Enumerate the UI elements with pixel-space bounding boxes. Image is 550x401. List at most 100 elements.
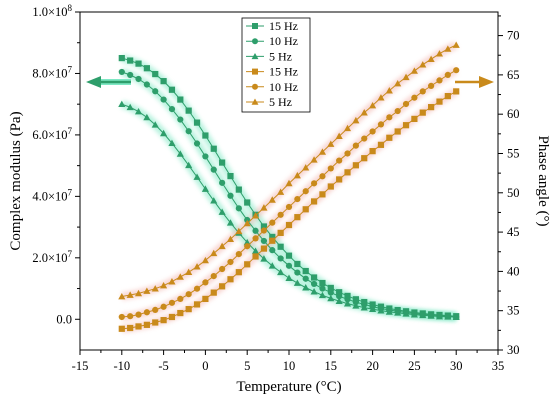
data-point (352, 298, 359, 306)
data-point (244, 243, 251, 250)
data-point (369, 101, 377, 109)
series-phase-5hz (118, 41, 460, 300)
data-point (193, 140, 201, 147)
data-point (219, 159, 226, 166)
legend-marker (252, 38, 258, 45)
data-point (360, 109, 368, 116)
legend-marker (252, 68, 258, 75)
data-point (436, 98, 443, 105)
data-point (419, 109, 426, 116)
y-left-tick-label: 2.0×107 (32, 249, 72, 265)
data-point (143, 287, 151, 294)
data-point (410, 67, 418, 74)
data-point (319, 173, 326, 180)
left-axis-arrow-head (86, 76, 101, 88)
data-point (193, 263, 201, 270)
data-point (193, 285, 201, 292)
data-point (285, 179, 293, 187)
data-point (185, 291, 192, 298)
data-point (344, 296, 351, 303)
data-point (428, 104, 435, 111)
data-point (444, 45, 452, 52)
x-tick-label: -10 (113, 359, 130, 373)
data-point (310, 280, 318, 288)
data-point (336, 176, 343, 183)
data-point (160, 317, 167, 324)
x-tick-label: 10 (283, 359, 296, 373)
legend-box (241, 17, 311, 113)
data-point (210, 273, 217, 280)
data-point (377, 307, 385, 314)
x-tick-label: 25 (408, 359, 421, 373)
data-point (143, 81, 150, 88)
data-point (310, 180, 318, 187)
legend-item: 10 Hz (246, 80, 298, 94)
data-point (168, 105, 176, 113)
data-point (327, 165, 334, 172)
x-tick-label: 30 (450, 359, 463, 373)
y-right-tick-label: 40 (507, 264, 520, 278)
x-tick-label: -5 (158, 359, 168, 373)
data-point (335, 297, 343, 304)
data-point (218, 242, 226, 250)
data-point (177, 295, 184, 303)
data-point (235, 251, 242, 258)
data-point (202, 295, 209, 303)
data-point (336, 157, 343, 164)
data-point (251, 247, 260, 254)
legend-label: 5 Hz (269, 49, 292, 63)
data-point (277, 188, 285, 195)
legend-item: 5 Hz (246, 49, 292, 63)
data-point (177, 309, 184, 317)
legend-item: 15 Hz (246, 65, 298, 79)
data-point (235, 186, 242, 193)
data-point (361, 135, 368, 142)
data-point (152, 306, 159, 314)
data-point (201, 256, 209, 264)
legend-item: 10 Hz (246, 34, 298, 48)
data-point (344, 169, 351, 176)
data-point (411, 115, 418, 123)
data-point (428, 82, 435, 89)
data-point (319, 279, 326, 287)
data-point (269, 233, 276, 241)
data-point (394, 128, 401, 135)
data-point (201, 185, 209, 192)
data-point (118, 292, 126, 300)
data-point (386, 134, 393, 141)
data-point (152, 319, 159, 326)
data-point (344, 150, 351, 157)
data-point (444, 93, 451, 100)
data-point (310, 288, 318, 295)
data-point (210, 166, 217, 173)
data-point (377, 141, 385, 148)
data-point (293, 171, 301, 179)
data-point (134, 107, 143, 115)
data-point (235, 205, 242, 212)
data-point (435, 312, 444, 320)
data-point (193, 119, 201, 126)
data-point (302, 164, 310, 171)
data-point (285, 252, 293, 259)
data-point (143, 113, 151, 121)
data-point (118, 68, 125, 76)
y-left-tick-label: 1.0×108 (32, 3, 72, 19)
data-point (419, 88, 426, 95)
data-point (335, 132, 343, 140)
data-point (377, 94, 385, 101)
data-point (369, 128, 376, 135)
data-point (210, 249, 218, 257)
data-point (202, 153, 209, 160)
data-point (252, 235, 259, 242)
data-point (210, 197, 218, 204)
data-point (227, 192, 234, 199)
data-point (243, 219, 251, 227)
data-point (402, 73, 410, 81)
legend-label: 10 Hz (269, 34, 298, 48)
data-point (127, 71, 134, 79)
y-right-tick-label: 65 (507, 68, 520, 82)
data-point (402, 310, 410, 317)
data-point (436, 77, 443, 84)
data-point (152, 70, 159, 78)
series-phase-15hz (118, 88, 460, 332)
